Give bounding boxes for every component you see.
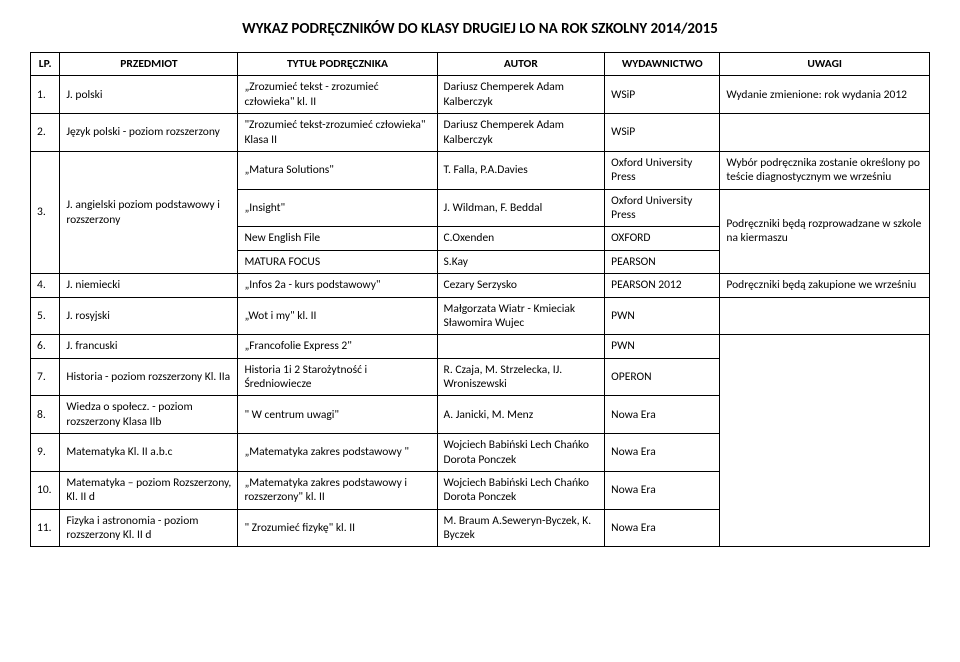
- cell-lp: 6.: [31, 335, 60, 358]
- cell-lp: 10.: [31, 471, 60, 509]
- cell-publisher: Nowa Era: [605, 434, 720, 472]
- table-row: 4. J. niemiecki „Infos 2a - kurs podstaw…: [31, 274, 930, 297]
- cell-author: R. Czaja, M. Strzelecka, IJ. Wroniszewsk…: [437, 358, 605, 396]
- cell-publisher: Nowa Era: [605, 471, 720, 509]
- cell-author: Dariusz Chemperek Adam Kalberczyk: [437, 76, 605, 114]
- cell-lp: 4.: [31, 274, 60, 297]
- cell-author: J. Wildman, F. Beddal: [437, 189, 605, 227]
- cell-lp: 5.: [31, 297, 60, 335]
- cell-notes: [720, 297, 930, 335]
- cell-publisher: PWN: [605, 335, 720, 358]
- cell-notes: Wydanie zmienione: rok wydania 2012: [720, 76, 930, 114]
- cell-title: MATURA FOCUS: [238, 250, 437, 273]
- cell-author: Dariusz Chemperek Adam Kalberczyk: [437, 114, 605, 152]
- cell-subject: J. francuski: [60, 335, 238, 358]
- cell-subject: Fizyka i astronomia - poziom rozszerzony…: [60, 509, 238, 547]
- cell-publisher: PEARSON: [605, 250, 720, 273]
- cell-subject: Historia - poziom rozszerzony Kl. IIa: [60, 358, 238, 396]
- cell-notes: [720, 114, 930, 152]
- cell-publisher: OPERON: [605, 358, 720, 396]
- cell-subject: Język polski - poziom rozszerzony: [60, 114, 238, 152]
- header-lp: LP.: [31, 53, 60, 76]
- cell-title: „Francofolie Express 2": [238, 335, 437, 358]
- page-title: WYKAZ PODRĘCZNIKÓW DO KLASY DRUGIEJ LO N…: [30, 20, 930, 38]
- table-header-row: LP. PRZEDMIOT TYTUŁ PODRĘCZNIKA AUTOR WY…: [31, 53, 930, 76]
- header-notes: UWAGI: [720, 53, 930, 76]
- cell-lp: 2.: [31, 114, 60, 152]
- cell-author: T. Falla, P.A.Davies: [437, 151, 605, 189]
- cell-lp: 3.: [31, 151, 60, 273]
- cell-title: „Infos 2a - kurs podstawowy": [238, 274, 437, 297]
- cell-publisher: PEARSON 2012: [605, 274, 720, 297]
- cell-title: „Zrozumieć tekst - zrozumieć człowieka" …: [238, 76, 437, 114]
- cell-notes: Podręczniki będą zakupione we wrześniu: [720, 274, 930, 297]
- cell-subject: Matematyka – poziom Rozszerzony, Kl. II …: [60, 471, 238, 509]
- cell-publisher: Oxford University Press: [605, 189, 720, 227]
- cell-author: Cezary Serzysko: [437, 274, 605, 297]
- cell-lp: 7.: [31, 358, 60, 396]
- header-publisher: WYDAWNICTWO: [605, 53, 720, 76]
- cell-publisher: Nowa Era: [605, 396, 720, 434]
- table-row: 1. J. polski „Zrozumieć tekst - zrozumie…: [31, 76, 930, 114]
- cell-publisher: Nowa Era: [605, 509, 720, 547]
- cell-notes: Podręczniki będą rozprowadzane w szkole …: [720, 189, 930, 274]
- cell-author: S.Kay: [437, 250, 605, 273]
- cell-subject: J. polski: [60, 76, 238, 114]
- cell-publisher: OXFORD: [605, 227, 720, 250]
- cell-publisher: WSiP: [605, 76, 720, 114]
- textbook-table: LP. PRZEDMIOT TYTUŁ PODRĘCZNIKA AUTOR WY…: [30, 52, 930, 547]
- cell-notes: Wybór podręcznika zostanie określony po …: [720, 151, 930, 189]
- cell-author: [437, 335, 605, 358]
- cell-author: Wojciech Babiński Lech Chańko Dorota Pon…: [437, 471, 605, 509]
- header-title: TYTUŁ PODRĘCZNIKA: [238, 53, 437, 76]
- cell-author: C.Oxenden: [437, 227, 605, 250]
- cell-subject: J. angielski poziom podstawowy i rozszer…: [60, 151, 238, 273]
- cell-publisher: PWN: [605, 297, 720, 335]
- cell-title: „Matematyka zakres podstawowy ": [238, 434, 437, 472]
- cell-title: New English File: [238, 227, 437, 250]
- cell-lp: 1.: [31, 76, 60, 114]
- cell-title: „Wot i my" kl. II: [238, 297, 437, 335]
- header-author: AUTOR: [437, 53, 605, 76]
- table-row: 2. Język polski - poziom rozszerzony "Zr…: [31, 114, 930, 152]
- cell-subject: J. rosyjski: [60, 297, 238, 335]
- cell-title: Historia 1i 2 Starożytność i Średniowiec…: [238, 358, 437, 396]
- cell-lp: 11.: [31, 509, 60, 547]
- cell-title: " Zrozumieć fizykę" kl. II: [238, 509, 437, 547]
- cell-title: " W centrum uwagi": [238, 396, 437, 434]
- cell-subject: J. niemiecki: [60, 274, 238, 297]
- cell-subject: Wiedza o społecz. - poziom rozszerzony K…: [60, 396, 238, 434]
- cell-author: Wojciech Babiński Lech Chańko Dorota Pon…: [437, 434, 605, 472]
- cell-notes: [720, 335, 930, 547]
- cell-lp: 9.: [31, 434, 60, 472]
- cell-lp: 8.: [31, 396, 60, 434]
- table-row: 5. J. rosyjski „Wot i my" kl. II Małgorz…: [31, 297, 930, 335]
- cell-title: "Zrozumieć tekst-zrozumieć człowieka" Kl…: [238, 114, 437, 152]
- cell-author: A. Janicki, M. Menz: [437, 396, 605, 434]
- cell-title: „Insight": [238, 189, 437, 227]
- cell-author: M. Braum A.Seweryn-Byczek, K. Byczek: [437, 509, 605, 547]
- cell-publisher: WSiP: [605, 114, 720, 152]
- cell-publisher: Oxford University Press: [605, 151, 720, 189]
- table-row: 3. J. angielski poziom podstawowy i rozs…: [31, 151, 930, 189]
- cell-subject: Matematyka Kl. II a.b.c: [60, 434, 238, 472]
- cell-title: „Matura Solutions": [238, 151, 437, 189]
- cell-title: „Matematyka zakres podstawowy i rozszerz…: [238, 471, 437, 509]
- header-subject: PRZEDMIOT: [60, 53, 238, 76]
- table-row: 6. J. francuski „Francofolie Express 2" …: [31, 335, 930, 358]
- cell-author: Małgorzata Wiatr - Kmieciak Sławomira Wu…: [437, 297, 605, 335]
